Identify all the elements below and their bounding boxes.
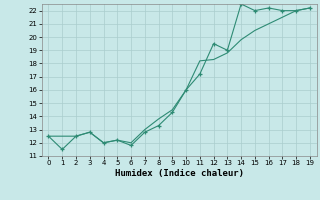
- X-axis label: Humidex (Indice chaleur): Humidex (Indice chaleur): [115, 169, 244, 178]
